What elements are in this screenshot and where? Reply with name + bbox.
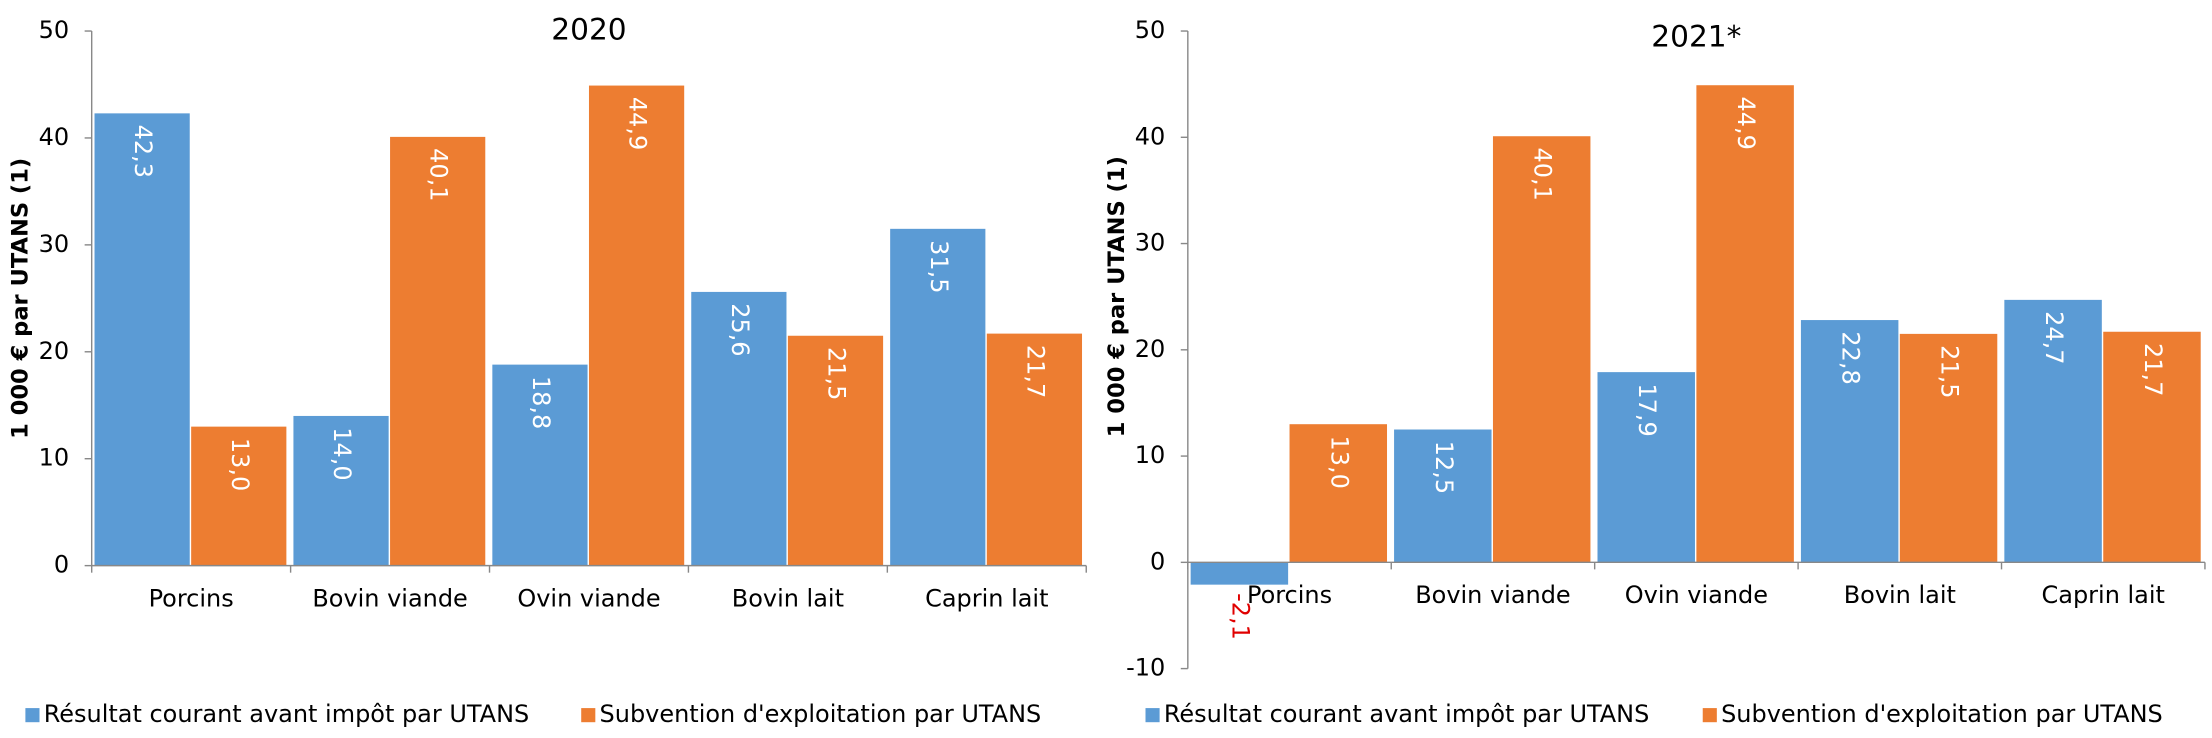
y-tick-label: 10 (1135, 441, 1166, 469)
bar (1394, 429, 1492, 563)
bar (2004, 299, 2102, 563)
value-label: 21,5 (822, 347, 850, 400)
legend-swatch (1702, 708, 1717, 723)
value-label: 44,9 (624, 97, 652, 150)
bar (1696, 85, 1794, 563)
x-tick-label: Bovin viande (1415, 581, 1570, 609)
value-label: 40,1 (425, 148, 453, 201)
y-tick-label: 0 (54, 551, 69, 579)
value-label: 21,7 (2139, 343, 2167, 396)
value-label: 21,7 (1021, 345, 1049, 398)
bar (588, 85, 685, 566)
bar (1492, 136, 1591, 563)
x-tick-label: Caprin lait (925, 584, 1048, 612)
chart-title: 2021* (1651, 20, 1741, 54)
legend-swatch (25, 708, 40, 723)
y-tick-label: 30 (1135, 229, 1166, 257)
y-tick-label: 10 (39, 444, 70, 472)
legend-label: Subvention d'exploitation par UTANS (600, 700, 1042, 728)
y-tick-label: 30 (39, 230, 70, 258)
bar (191, 426, 287, 566)
bar (1899, 333, 1998, 563)
y-tick-label: 20 (1135, 335, 1166, 363)
x-tick-label: Porcins (1247, 581, 1332, 609)
x-tick-label: Porcins (149, 584, 234, 612)
y-tick-label: 40 (1135, 122, 1166, 150)
x-tick-label: Ovin viande (1625, 581, 1768, 609)
bar (94, 113, 190, 566)
bar (1800, 320, 1899, 563)
value-label: 21,5 (1936, 345, 1964, 398)
bar (1597, 372, 1695, 563)
value-label: 14,0 (328, 427, 356, 480)
y-tick-label: 40 (39, 123, 70, 151)
y-tick-label: 50 (39, 16, 70, 44)
value-label: 13,0 (226, 438, 254, 491)
bar (2103, 331, 2201, 563)
value-label: 24,7 (2040, 311, 2068, 364)
value-label: 22,8 (1837, 331, 1865, 384)
bar (390, 136, 486, 566)
legend-swatch (581, 708, 596, 723)
x-tick-label: Bovin lait (732, 584, 844, 612)
x-tick-label: Bovin lait (1844, 581, 1956, 609)
bar (492, 364, 588, 566)
y-axis-label: 1 000 € par UTANS (1) (1104, 156, 1130, 437)
x-tick-label: Bovin viande (312, 584, 467, 612)
value-label: 44,9 (1732, 97, 1760, 150)
y-axis-label: 1 000 € par UTANS (1) (8, 158, 34, 439)
legend-label: Résultat courant avant impôt par UTANS (44, 700, 529, 728)
value-label: 42,3 (129, 125, 157, 178)
value-label: 31,5 (925, 240, 953, 293)
value-label: 18,8 (527, 376, 555, 429)
legend-swatch (1145, 708, 1160, 723)
y-tick-label: 50 (1135, 16, 1166, 44)
bar (691, 291, 787, 566)
y-tick-label: -10 (1126, 654, 1165, 682)
legend-label: Subvention d'exploitation par UTANS (1721, 700, 2163, 728)
chart-title: 2020 (551, 13, 626, 47)
value-label: 40,1 (1529, 148, 1557, 201)
value-label: 13,0 (1325, 435, 1353, 488)
legend-label: Résultat courant avant impôt par UTANS (1164, 700, 1649, 728)
bar (890, 228, 986, 566)
bar (986, 333, 1083, 566)
value-label: 12,5 (1430, 441, 1458, 494)
bar (787, 335, 884, 566)
value-label: -2,1 (1226, 593, 1254, 640)
bar (293, 415, 389, 566)
y-tick-label: 0 (1150, 547, 1165, 575)
x-tick-label: Ovin viande (517, 584, 660, 612)
x-tick-label: Caprin lait (2042, 581, 2165, 609)
bar (1289, 424, 1388, 563)
bar (1190, 562, 1289, 585)
value-label: 25,6 (726, 303, 754, 356)
y-tick-label: 20 (39, 337, 70, 365)
value-label: 17,9 (1633, 383, 1661, 436)
